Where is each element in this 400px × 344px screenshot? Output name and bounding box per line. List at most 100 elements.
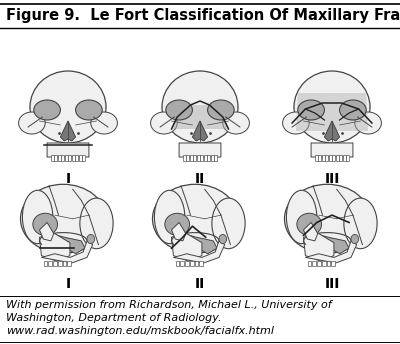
Ellipse shape <box>34 100 60 120</box>
Ellipse shape <box>162 71 238 143</box>
Bar <box>180 261 184 266</box>
Bar <box>199 261 203 266</box>
Bar <box>204 155 207 161</box>
Ellipse shape <box>355 112 382 134</box>
Ellipse shape <box>212 198 245 249</box>
FancyBboxPatch shape <box>179 143 221 157</box>
Polygon shape <box>315 234 349 254</box>
Bar <box>322 155 325 161</box>
Bar <box>58 155 61 161</box>
Bar <box>318 155 321 161</box>
Bar <box>82 155 85 161</box>
Bar <box>75 155 78 161</box>
Bar <box>58 261 62 266</box>
Bar <box>331 261 335 266</box>
FancyBboxPatch shape <box>47 143 89 157</box>
Bar <box>336 155 339 161</box>
Text: Washington, Department of Radiology.: Washington, Department of Radiology. <box>6 313 222 323</box>
Bar <box>185 261 189 266</box>
Bar <box>193 155 196 161</box>
Ellipse shape <box>18 112 45 134</box>
Ellipse shape <box>87 235 94 244</box>
Bar <box>176 261 180 266</box>
Bar <box>54 155 57 161</box>
Ellipse shape <box>33 213 58 235</box>
Bar <box>65 155 68 161</box>
Bar <box>332 155 335 161</box>
Polygon shape <box>306 241 357 263</box>
Ellipse shape <box>298 100 324 120</box>
Bar <box>61 155 64 161</box>
Bar <box>214 155 217 161</box>
Bar <box>194 261 198 266</box>
Bar <box>200 155 203 161</box>
Ellipse shape <box>152 184 238 253</box>
Bar <box>339 155 342 161</box>
Ellipse shape <box>208 100 234 120</box>
Bar <box>48 261 52 266</box>
Polygon shape <box>40 223 54 241</box>
Ellipse shape <box>282 112 309 134</box>
Bar <box>67 261 71 266</box>
Ellipse shape <box>284 184 370 253</box>
Bar <box>53 261 57 266</box>
Bar <box>190 261 194 266</box>
Ellipse shape <box>344 198 377 249</box>
Ellipse shape <box>154 190 185 244</box>
Bar <box>62 261 66 266</box>
Text: III: III <box>324 277 340 291</box>
Polygon shape <box>324 121 340 141</box>
Ellipse shape <box>286 190 317 244</box>
Ellipse shape <box>91 112 118 134</box>
Bar <box>343 155 346 161</box>
Polygon shape <box>296 93 368 131</box>
Bar <box>329 155 332 161</box>
Ellipse shape <box>22 190 53 244</box>
Ellipse shape <box>76 100 102 120</box>
Bar <box>211 155 214 161</box>
Ellipse shape <box>30 71 106 143</box>
Ellipse shape <box>80 198 113 249</box>
Bar <box>315 155 318 161</box>
Polygon shape <box>40 234 70 261</box>
Bar <box>79 155 82 161</box>
Bar <box>190 155 193 161</box>
Bar <box>326 261 330 266</box>
Text: II: II <box>195 277 205 291</box>
Ellipse shape <box>351 235 359 244</box>
Text: I: I <box>66 172 70 186</box>
Bar <box>325 155 328 161</box>
Bar <box>44 261 48 266</box>
Text: Figure 9.  Le Fort Classification Of Maxillary Fractures: Figure 9. Le Fort Classification Of Maxi… <box>6 8 400 23</box>
Bar <box>322 261 326 266</box>
Text: I: I <box>66 277 70 291</box>
Text: II: II <box>195 172 205 186</box>
Text: www.rad.washington.edu/mskbook/facialfx.html: www.rad.washington.edu/mskbook/facialfx.… <box>6 326 274 336</box>
Text: III: III <box>324 172 340 186</box>
Polygon shape <box>172 105 228 129</box>
Ellipse shape <box>294 71 370 143</box>
Ellipse shape <box>150 112 177 134</box>
Polygon shape <box>172 223 186 241</box>
FancyBboxPatch shape <box>311 143 353 157</box>
Bar <box>317 261 321 266</box>
Text: With permission from Richardson, Michael L., University of: With permission from Richardson, Michael… <box>6 300 332 310</box>
Bar <box>312 261 316 266</box>
Polygon shape <box>304 223 318 241</box>
Bar <box>183 155 186 161</box>
Polygon shape <box>183 234 217 254</box>
Ellipse shape <box>219 235 227 244</box>
Bar <box>186 155 189 161</box>
Ellipse shape <box>223 112 250 134</box>
Bar <box>346 155 349 161</box>
Ellipse shape <box>165 213 190 235</box>
Ellipse shape <box>340 100 366 120</box>
Ellipse shape <box>297 213 322 235</box>
Bar <box>308 261 312 266</box>
Bar <box>197 155 200 161</box>
Polygon shape <box>304 234 334 261</box>
Polygon shape <box>174 241 225 263</box>
Bar <box>72 155 75 161</box>
Polygon shape <box>192 121 208 141</box>
Ellipse shape <box>20 184 106 253</box>
